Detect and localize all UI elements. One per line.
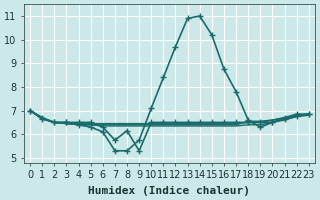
- X-axis label: Humidex (Indice chaleur): Humidex (Indice chaleur): [88, 186, 251, 196]
